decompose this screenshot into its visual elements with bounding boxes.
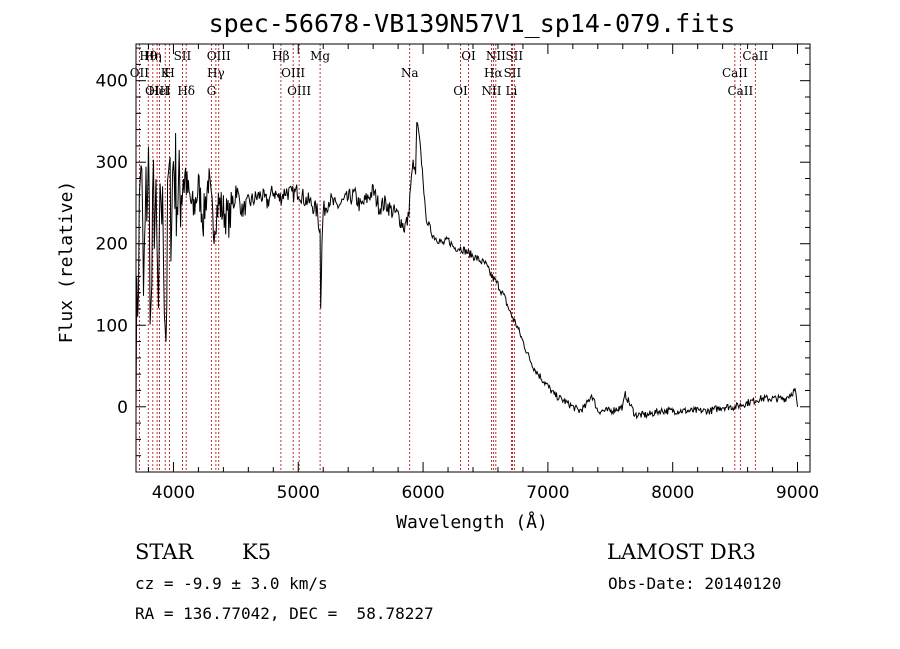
- line-label: OI: [453, 84, 468, 98]
- line-label: NII: [481, 84, 501, 98]
- y-tick-label: 100: [96, 316, 128, 336]
- line-markers: [138, 44, 756, 472]
- y-tick-label: 400: [96, 72, 128, 92]
- line-label: SII: [174, 49, 192, 63]
- line-label: Hη: [144, 49, 162, 63]
- line-label: Mg: [310, 49, 330, 63]
- line-label: G: [207, 84, 217, 98]
- line-label: OI: [461, 49, 476, 63]
- chart-title: spec-56678-VB139N57V1_sp14-079.fits: [209, 9, 736, 38]
- line-label: SII: [505, 49, 523, 63]
- line-label: OIII: [281, 66, 305, 80]
- object-class: STAR: [135, 540, 194, 564]
- y-axis-label: Flux (relative): [56, 181, 77, 344]
- line-label: CaII: [722, 66, 748, 80]
- line-label: CaII: [727, 84, 753, 98]
- line-label: Hγ: [207, 66, 225, 80]
- line-label: OII: [130, 66, 150, 80]
- x-tick-label: 5000: [277, 483, 320, 503]
- line-label: OIII: [145, 84, 169, 98]
- line-label: CaII: [742, 49, 768, 63]
- line-labels: HθOIIOIIIHηKHeISIIHHδOIIIHγGHβOIIIOIIIMg…: [130, 49, 769, 98]
- redshift-text: cz = -9.9 ± 3.0 km/s: [135, 574, 328, 593]
- line-label: OIII: [207, 49, 231, 63]
- line-label: Na: [401, 66, 419, 80]
- object-subclass: K5: [242, 540, 272, 564]
- x-tick-label: 7000: [526, 483, 569, 503]
- line-label: Hδ: [177, 84, 195, 98]
- y-tick-label: 0: [117, 398, 128, 418]
- survey-name: LAMOST DR3: [607, 540, 756, 564]
- axis-ticks: 4000 5000 6000 7000 8000 9000 0 100 200 300 400: [96, 44, 819, 503]
- line-label: Hθ: [139, 49, 157, 63]
- line-label: SII: [504, 66, 522, 80]
- line-label: K: [161, 66, 171, 80]
- x-tick-label: 8000: [651, 483, 694, 503]
- y-tick-label: 200: [96, 235, 128, 255]
- x-tick-label: 4000: [152, 483, 195, 503]
- x-axis-label: Wavelength (Å): [396, 511, 548, 533]
- line-label: OIII: [287, 84, 311, 98]
- line-label: HeI: [148, 84, 171, 98]
- y-tick-label: 300: [96, 153, 128, 173]
- line-label: Hβ: [272, 49, 289, 63]
- line-label: NII: [486, 49, 506, 63]
- line-label: Li: [506, 84, 518, 98]
- x-tick-label: 9000: [776, 483, 819, 503]
- spectrum-series: [135, 121, 798, 420]
- line-label: H: [164, 66, 174, 80]
- line-label: Hα: [484, 66, 503, 80]
- x-tick-label: 6000: [401, 483, 444, 503]
- obs-date: Obs-Date: 20140120: [608, 574, 782, 593]
- ra-dec: RA = 136.77042, DEC = 58.78227: [135, 604, 434, 623]
